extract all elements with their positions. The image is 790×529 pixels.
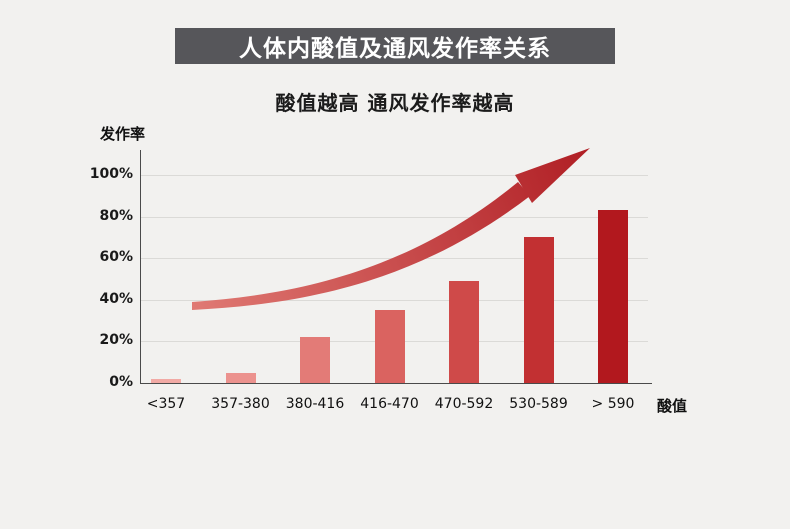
y-axis-line xyxy=(140,150,141,384)
bar xyxy=(374,310,405,383)
gridline xyxy=(141,175,648,176)
x-tick-label: 357-380 xyxy=(211,396,270,412)
x-tick-label: 380-416 xyxy=(285,396,345,412)
y-tick-label: 60% xyxy=(99,249,133,266)
page-subtitle: 酸值越高 通风发作率越高 xyxy=(275,91,515,115)
y-tick-label: 0% xyxy=(109,374,133,390)
y-axis-label: 发作率 xyxy=(100,125,146,143)
x-tick-label: <357 xyxy=(146,396,186,412)
x-tick-label: 416-470 xyxy=(360,396,419,412)
x-tick-label: 530-589 xyxy=(509,396,568,412)
bar xyxy=(598,210,628,383)
gridline xyxy=(141,299,648,301)
arrow-swoosh xyxy=(192,182,530,310)
x-tick-label: > 590 xyxy=(591,396,635,412)
gridline xyxy=(141,258,648,260)
y-tick-label: 80% xyxy=(99,207,133,224)
y-tick-label: 40% xyxy=(99,290,133,307)
bar xyxy=(225,373,256,383)
y-tick-label: 20% xyxy=(99,332,133,349)
bar xyxy=(523,237,554,383)
page-title: 人体内酸值及通风发作率关系 xyxy=(239,36,551,62)
bar xyxy=(151,379,181,383)
bar xyxy=(300,337,330,383)
x-tick-label: 470-592 xyxy=(434,396,494,412)
title-banner: 人体内酸值及通风发作率关系 xyxy=(175,28,615,64)
y-tick-label: 100% xyxy=(89,166,133,182)
x-axis-line xyxy=(140,383,652,384)
x-axis-label: 酸值 xyxy=(657,397,688,415)
bar xyxy=(449,281,479,383)
gridline xyxy=(141,216,648,218)
